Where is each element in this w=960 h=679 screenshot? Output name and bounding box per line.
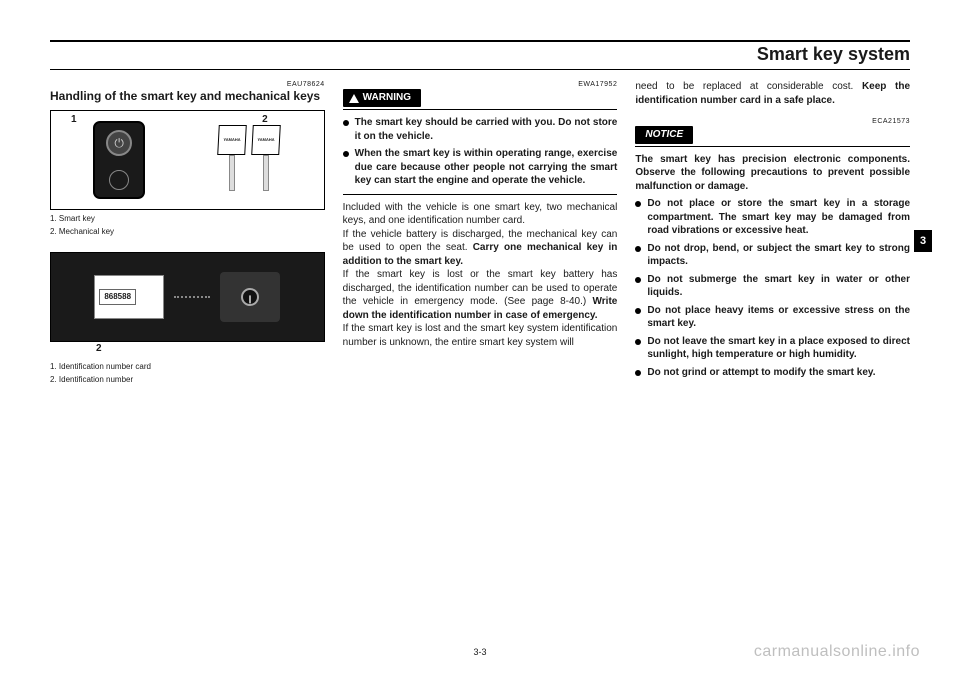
key-blade-icon: [229, 155, 235, 191]
fig2-caption-1: 1. Identification number card: [50, 362, 325, 373]
id-number: 868588: [99, 289, 136, 306]
smart-key-button-icon: ⏻: [106, 130, 132, 156]
warning-item: The smart key should be carried with you…: [343, 116, 618, 143]
watermark: carmanualsonline.info: [754, 643, 920, 661]
lock-illustration: [220, 272, 280, 322]
body-paragraph: Included with the vehicle is one smart k…: [343, 201, 618, 228]
notice-item: Do not grind or attempt to modify the sm…: [635, 366, 910, 380]
body-paragraph: If the smart key is lost and the smart k…: [343, 322, 618, 349]
column-2: EWA17952 WARNING The smart key should be…: [343, 80, 618, 388]
fig1-caption-1: 1. Smart key: [50, 214, 325, 225]
smart-key-illustration: ⏻: [93, 121, 145, 199]
warning-list: The smart key should be carried with you…: [343, 116, 618, 188]
key-head-brand: YAMAHA: [218, 125, 248, 155]
page-number: 3-3: [473, 647, 486, 657]
header-title: Smart key system: [50, 44, 910, 70]
keyhole-icon: [241, 288, 259, 306]
header-rule-top: [50, 40, 910, 42]
figure-id-card: 868588: [50, 252, 325, 342]
fig2-callout-2: 2: [96, 342, 102, 356]
column-3: need to be replaced at considerable cost…: [635, 80, 910, 388]
notice-item: Do not place or store the smart key in a…: [635, 197, 910, 238]
doc-code-3: ECA21573: [635, 117, 910, 126]
divider: [343, 194, 618, 195]
body-paragraph: If the smart key is lost or the smart ke…: [343, 268, 618, 322]
body-text: need to be replaced at considerable cost…: [635, 81, 862, 92]
notice-badge: NOTICE: [635, 126, 693, 144]
doc-code-2: EWA17952: [343, 80, 618, 89]
notice-intro: The smart key has precision electronic c…: [635, 153, 910, 194]
id-card-illustration: 868588: [94, 275, 164, 319]
notice-item: Do not place heavy items or excessive st…: [635, 304, 910, 331]
warning-item: When the smart key is within operating r…: [343, 147, 618, 188]
figure-keys: 1 2 ⏻ YAMAHA YAMAHA: [50, 110, 325, 210]
doc-code-1: EAU78624: [50, 80, 325, 89]
column-1: EAU78624 Handling of the smart key and m…: [50, 80, 325, 388]
notice-list: Do not place or store the smart key in a…: [635, 197, 910, 379]
warning-rule: [343, 109, 618, 110]
mechanical-keys-illustration: YAMAHA YAMAHA: [217, 125, 281, 195]
mechanical-key-1: YAMAHA: [217, 125, 247, 195]
body-paragraph: If the vehicle battery is discharged, th…: [343, 228, 618, 269]
key-head-brand: YAMAHA: [252, 125, 282, 155]
manual-page: Smart key system 3 EAU78624 Handling of …: [0, 0, 960, 679]
notice-item: Do not drop, bend, or subject the smart …: [635, 242, 910, 269]
mechanical-key-2: YAMAHA: [251, 125, 281, 195]
notice-item: Do not leave the smart key in a place ex…: [635, 335, 910, 362]
section-tab: 3: [914, 230, 932, 252]
warning-triangle-icon: [349, 94, 359, 103]
body-paragraph: need to be replaced at considerable cost…: [635, 80, 910, 107]
lead-line-icon: [174, 296, 210, 298]
content-columns: EAU78624 Handling of the smart key and m…: [50, 80, 910, 388]
smart-key-logo-icon: [109, 170, 129, 190]
warning-label: WARNING: [363, 91, 411, 105]
key-blade-icon: [263, 155, 269, 191]
fig1-caption-2: 2. Mechanical key: [50, 227, 325, 238]
fig1-callout-1: 1: [71, 113, 77, 127]
section-title: Handling of the smart key and mechanical…: [50, 89, 325, 104]
fig2-caption-2: 2. Identification number: [50, 375, 325, 386]
warning-badge: WARNING: [343, 89, 421, 107]
body-text: If the smart key is lost or the smart ke…: [343, 269, 618, 307]
notice-rule: [635, 146, 910, 147]
notice-item: Do not submerge the smart key in water o…: [635, 273, 910, 300]
